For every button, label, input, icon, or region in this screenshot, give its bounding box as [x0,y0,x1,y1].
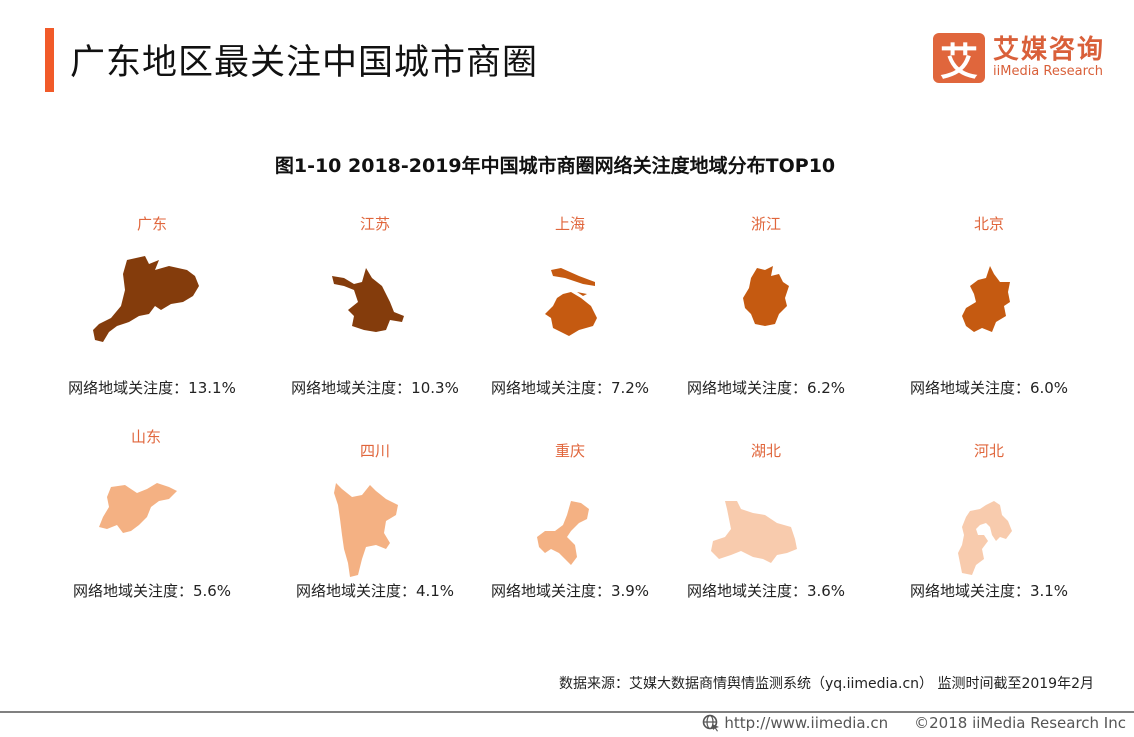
globe-cursor-icon [703,714,720,732]
region-name: 四川 [359,442,390,460]
footer: http://www.iimedia.cn ©2018 iiMedia Rese… [702,714,1126,732]
region-name: 山东 [130,428,161,446]
metric-zhejiang: 网络地域关注度：6.2% [686,379,846,397]
metric-chongqing: 网络地域关注度：3.9% [490,582,650,600]
footer-divider [0,711,1134,713]
metric-shanghai: 网络地域关注度：7.2% [490,379,650,397]
region-name: 浙江 [750,215,781,233]
region-name: 重庆 [554,442,585,460]
metric-beijing: 网络地域关注度：6.0% [909,379,1069,397]
logo-name-en: iiMedia Research [993,64,1104,79]
data-source-note: 数据来源：艾媒大数据商情舆情监测系统（yq.iimedia.cn） 监测时间截至… [558,676,1094,692]
metric-shandong: 网络地域关注度：5.6% [72,582,232,600]
metric-guangdong: 网络地域关注度：13.1% [68,379,236,397]
footer-url-link[interactable]: http://www.iimedia.cn [724,714,889,732]
region-hubei: 湖北 [666,440,866,579]
region-chongqing: 重庆 [470,440,670,579]
beijing-map-shape [962,266,1010,332]
region-zhejiang: 浙江 [666,213,866,346]
hubei-map-shape [711,501,797,563]
guangdong-map-shape [93,256,199,342]
metric-jiangsu: 网络地域关注度：10.3% [291,379,459,397]
logo-name-cn: 艾媒咨询 [993,35,1106,65]
region-name: 湖北 [750,442,781,460]
region-shanghai: 上海 [470,213,670,346]
logo-icon: 艾 [933,33,985,84]
region-beijing: 北京 [889,213,1089,346]
sichuan-map-shape [334,483,398,577]
jiangsu-map-shape [332,268,404,332]
region-guangdong: 广东 [52,213,252,346]
metric-sichuan: 网络地域关注度：4.1% [295,582,455,600]
chongqing-map-shape [537,501,589,565]
region-sichuan: 四川 [275,440,475,579]
footer-copyright: ©2018 iiMedia Research Inc [914,714,1126,732]
zhejiang-map-shape [743,266,789,326]
region-name: 上海 [554,215,585,233]
shanghai-map-shape [545,268,597,336]
region-shandong: 山东 [46,426,246,571]
shandong-map-shape [99,483,177,533]
region-name: 江苏 [359,215,390,233]
metric-hubei: 网络地域关注度：3.6% [686,582,846,600]
region-name: 河北 [973,442,1004,460]
page-title: 广东地区最关注中国城市商圈 [70,43,539,83]
region-name: 广东 [136,215,167,233]
region-hebei: 河北 [889,440,1089,579]
iimedia-logo: 艾 艾媒咨询 iiMedia Research [933,33,1106,84]
chart-title: 图1-10 2018-2019年中国城市商圈网络关注度地域分布TOP10 [274,155,836,177]
region-name: 北京 [973,215,1004,233]
region-jiangsu: 江苏 [275,213,475,346]
metric-hebei: 网络地域关注度：3.1% [909,582,1069,600]
hebei-map-shape [958,501,1012,575]
title-accent-bar [45,28,54,92]
